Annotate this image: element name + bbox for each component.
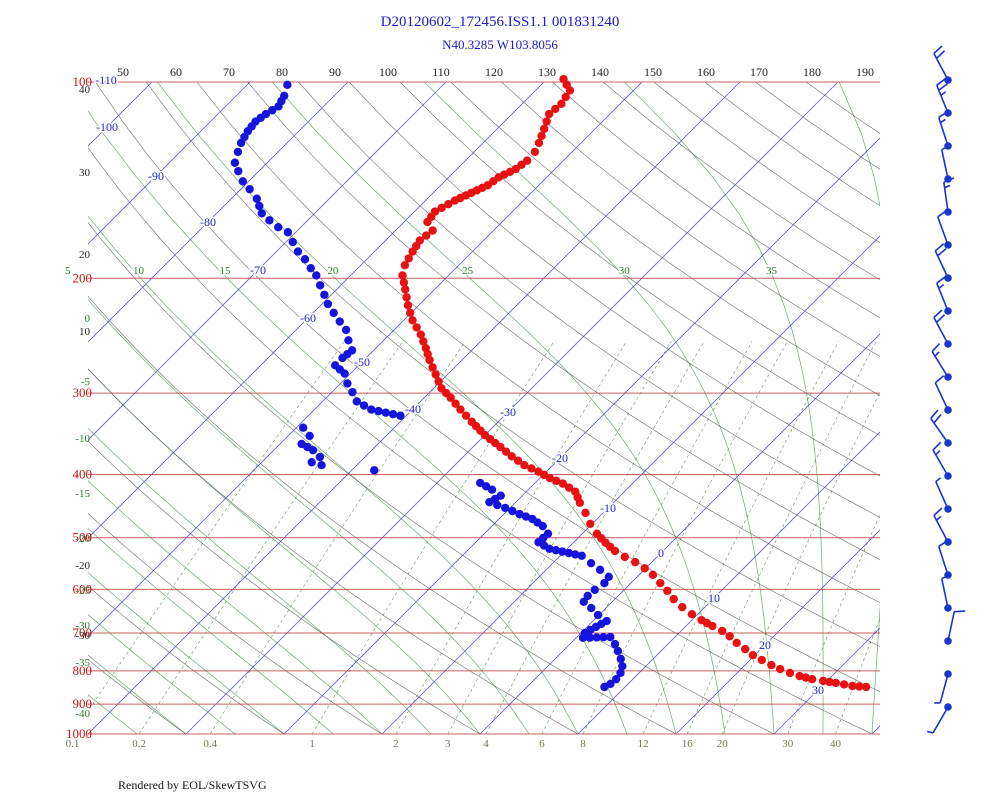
- svg-text:-25: -25: [75, 585, 90, 597]
- svg-text:100: 100: [73, 74, 93, 89]
- svg-text:1: 1: [309, 738, 315, 750]
- svg-text:20: 20: [327, 265, 339, 277]
- svg-text:-80: -80: [200, 215, 216, 229]
- svg-text:-35: -35: [75, 657, 90, 669]
- svg-text:170: 170: [750, 65, 768, 79]
- svg-text:900: 900: [73, 696, 93, 711]
- theta-axis-labels: 50 60 70 80 90 100 110 120 130 140 150 160 170 180 190: [117, 65, 874, 79]
- svg-text:120: 120: [485, 65, 503, 79]
- moist-labels: 5 10 15 20 25 30 35: [64, 264, 779, 279]
- svg-text:12: 12: [638, 738, 649, 750]
- dry-adiabats: [88, 82, 880, 734]
- mixing-ratio-lines: [88, 341, 880, 734]
- svg-text:0: 0: [85, 313, 91, 325]
- svg-text:300: 300: [73, 385, 93, 400]
- chart-title: D20120602_172456.ISS1.1 001831240: [380, 14, 620, 30]
- svg-text:6: 6: [539, 738, 545, 750]
- svg-text:10: 10: [79, 326, 91, 338]
- dewpoint-trace: [230, 80, 627, 692]
- svg-text:-30: -30: [75, 620, 90, 632]
- svg-text:110: 110: [432, 65, 450, 79]
- svg-text:90: 90: [329, 65, 341, 79]
- svg-text:50: 50: [117, 65, 129, 79]
- svg-text:-70: -70: [250, 263, 266, 277]
- svg-text:-40: -40: [405, 402, 421, 416]
- svg-text:10: 10: [133, 265, 145, 277]
- svg-text:-10: -10: [600, 501, 616, 515]
- left-edge-labels: 40 30 20 10 -20 -30 0 -5 -10 -15 -20 -25 -30 -35 -40: [75, 84, 90, 720]
- svg-text:0.4: 0.4: [203, 738, 217, 750]
- svg-text:-90: -90: [148, 169, 164, 183]
- svg-text:600: 600: [73, 581, 93, 596]
- svg-text:35: 35: [766, 265, 778, 277]
- wind-barbs: [926, 45, 966, 734]
- svg-text:-5: -5: [81, 376, 91, 388]
- svg-text:25: 25: [462, 265, 474, 277]
- svg-text:20: 20: [717, 738, 729, 750]
- svg-text:30: 30: [619, 265, 631, 277]
- isotherm-labels: -110-100-90-80-70-60-50-40 -30-20-1001020…: [94, 72, 826, 699]
- svg-text:30: 30: [812, 683, 824, 697]
- footer-credit: Rendered by EOL/SkewTSVG: [118, 778, 267, 792]
- svg-text:500: 500: [73, 530, 93, 545]
- svg-text:20: 20: [759, 638, 771, 652]
- temperature-trace: [398, 74, 871, 692]
- moist-adiabats: [88, 82, 880, 734]
- isobar-lines: [88, 81, 880, 735]
- svg-text:16: 16: [682, 738, 694, 750]
- svg-text:30: 30: [79, 167, 91, 179]
- svg-text:-110: -110: [95, 73, 117, 87]
- svg-text:-60: -60: [300, 311, 316, 325]
- svg-text:15: 15: [220, 265, 232, 277]
- svg-text:150: 150: [644, 65, 662, 79]
- svg-text:-50: -50: [354, 355, 370, 369]
- svg-text:130: 130: [538, 65, 556, 79]
- svg-text:-100: -100: [96, 120, 118, 134]
- svg-text:60: 60: [170, 65, 182, 79]
- svg-text:-30: -30: [500, 405, 516, 419]
- svg-text:-10: -10: [75, 433, 90, 445]
- svg-text:8: 8: [580, 738, 586, 750]
- svg-text:160: 160: [697, 65, 715, 79]
- isotherm-lines: [88, 82, 880, 734]
- svg-text:2: 2: [393, 738, 399, 750]
- chart-subtitle: N40.3285 W103.8056: [442, 37, 558, 52]
- svg-text:1000: 1000: [66, 726, 92, 741]
- svg-text:-20: -20: [552, 451, 568, 465]
- svg-text:200: 200: [73, 270, 93, 285]
- svg-text:140: 140: [591, 65, 609, 79]
- svg-text:400: 400: [73, 467, 93, 482]
- svg-text:180: 180: [803, 65, 821, 79]
- svg-text:-30: -30: [75, 630, 90, 642]
- svg-text:-20: -20: [75, 560, 90, 572]
- svg-text:0.1: 0.1: [66, 738, 80, 750]
- svg-text:100: 100: [379, 65, 397, 79]
- svg-text:70: 70: [223, 65, 235, 79]
- svg-text:10: 10: [708, 591, 720, 605]
- svg-text:80: 80: [276, 65, 288, 79]
- svg-text:40: 40: [830, 738, 842, 750]
- svg-text:700: 700: [73, 625, 93, 640]
- svg-text:-20: -20: [75, 533, 90, 545]
- svg-text:30: 30: [782, 738, 794, 750]
- svg-text:800: 800: [73, 663, 93, 678]
- svg-text:0: 0: [658, 546, 664, 560]
- svg-text:0.2: 0.2: [132, 738, 146, 750]
- svg-text:-40: -40: [75, 708, 90, 720]
- svg-text:3: 3: [445, 738, 451, 750]
- svg-text:20: 20: [79, 249, 91, 261]
- svg-text:-15: -15: [75, 488, 90, 500]
- svg-text:5: 5: [65, 265, 71, 277]
- svg-text:4: 4: [483, 738, 489, 750]
- svg-text:40: 40: [79, 84, 91, 96]
- svg-text:190: 190: [856, 65, 874, 79]
- mixing-ratio-labels: 0.1 0.2 0.4 1 2 3 4 6 8 12 16 20 30 40: [66, 738, 842, 750]
